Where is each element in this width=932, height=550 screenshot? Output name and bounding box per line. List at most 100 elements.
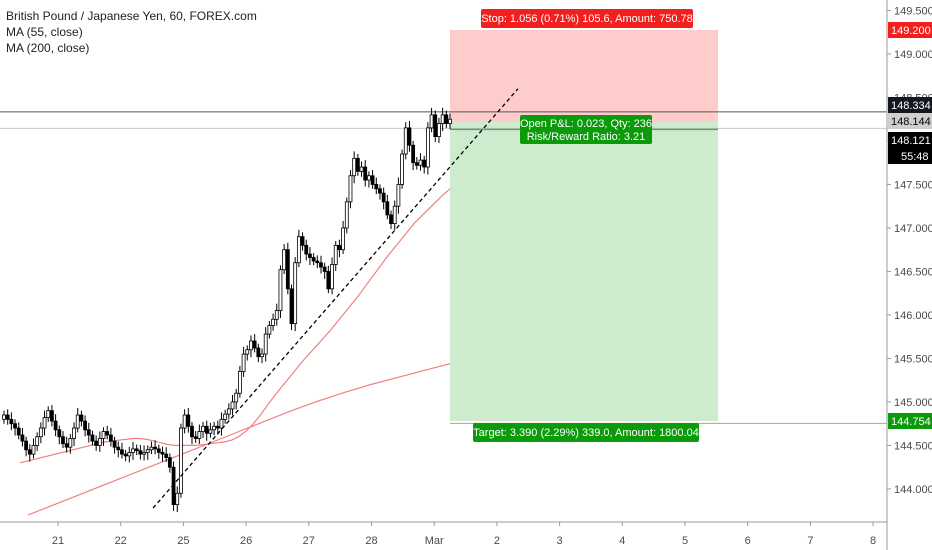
candle-body	[230, 401, 235, 410]
candle-body	[448, 118, 452, 124]
candle-body	[300, 236, 305, 246]
ma-55-line	[19, 188, 451, 464]
candle-body	[112, 440, 117, 448]
candle-body	[429, 114, 434, 129]
candle-body	[400, 153, 404, 185]
svg-text:144.754: 144.754	[891, 416, 931, 428]
price-badge-high: 148.334	[888, 97, 932, 113]
x-tick-label: 26	[240, 535, 252, 547]
candle-body	[271, 318, 275, 326]
candle-body	[212, 425, 216, 431]
svg-text:Target: 3.390 (2.29%) 339.0, A: Target: 3.390 (2.29%) 339.0, Amount: 180…	[473, 427, 699, 439]
candle-body	[20, 434, 25, 442]
time-axis[interactable]: 21 22 25 26 27 28 Mar 2 3 4 5 6 7 8	[52, 522, 876, 547]
price-badge-last: 148.121	[888, 132, 932, 148]
chart-legend: British Pound / Japanese Yen, 60, FOREX.…	[6, 8, 257, 56]
x-tick-label: 8	[870, 535, 876, 547]
candle-body	[86, 429, 91, 436]
candle-body	[367, 175, 371, 181]
x-tick-label: Mar	[425, 535, 444, 547]
stop-zone[interactable]	[450, 30, 718, 122]
candle-body	[38, 427, 43, 438]
candle-body	[68, 438, 73, 448]
svg-text:Stop: 1.056 (0.71%) 105.6, Amo: Stop: 1.056 (0.71%) 105.6, Amount: 750.7…	[481, 13, 693, 25]
candle-body	[204, 425, 209, 434]
countdown-badge: 55:48	[888, 148, 932, 164]
candle-body	[72, 427, 76, 439]
candle-body	[249, 340, 253, 351]
candle-body	[61, 436, 65, 445]
x-tick-label: 27	[303, 535, 315, 547]
candle-body	[330, 264, 334, 290]
x-tick-label: 28	[365, 535, 377, 547]
candle-body	[116, 446, 121, 451]
candle-body	[219, 418, 224, 429]
candle-body	[403, 127, 408, 155]
y-tick-label: 144.000	[894, 484, 932, 496]
candle-body	[120, 449, 124, 455]
candle-body	[238, 371, 242, 394]
candle-body	[190, 425, 194, 438]
x-tick-label: 25	[177, 535, 189, 547]
target-info-box[interactable]: Target: 3.390 (2.29%) 339.0, Amount: 180…	[473, 423, 699, 442]
candle-body	[134, 448, 139, 452]
candle-body	[193, 436, 198, 439]
y-tick-label: 145.000	[894, 397, 932, 409]
candle-body	[274, 310, 279, 320]
symbol-title[interactable]: British Pound / Japanese Yen, 60, FOREX.…	[6, 9, 257, 23]
target-zone[interactable]	[450, 122, 718, 421]
candle-body	[2, 414, 6, 420]
x-tick-label: 7	[807, 535, 813, 547]
candle-body	[201, 425, 205, 432]
candle-body	[35, 436, 40, 446]
candle-body	[175, 492, 180, 506]
candle-body	[370, 175, 375, 185]
candle-body	[304, 244, 309, 255]
candle-body	[260, 353, 264, 358]
ma-200-label[interactable]: MA (200, close)	[6, 41, 90, 55]
candle-body	[444, 114, 449, 124]
candle-body	[5, 414, 10, 420]
candle-body	[308, 253, 312, 258]
candle-body	[208, 429, 213, 434]
candlesticks	[2, 107, 452, 513]
candle-body	[223, 413, 228, 420]
svg-text:55:48: 55:48	[901, 151, 929, 163]
x-tick-label: 5	[682, 535, 688, 547]
candle-body	[156, 448, 161, 453]
svg-text:148.144: 148.144	[891, 116, 931, 128]
candle-body	[359, 166, 364, 172]
candle-body	[263, 333, 268, 355]
candle-body	[407, 127, 412, 146]
stop-info-box[interactable]: Stop: 1.056 (0.71%) 105.6, Amount: 750.7…	[481, 9, 693, 28]
candle-body	[53, 420, 58, 431]
candle-body	[97, 438, 102, 446]
pnl-info-box[interactable]: Open P&L: 0.023, Qty: 236 Risk/Reward Ra…	[520, 115, 652, 144]
candle-body	[363, 166, 368, 181]
y-tick-label: 149.000	[894, 49, 932, 61]
candle-body	[123, 453, 128, 457]
ma-55-label[interactable]: MA (55, close)	[6, 25, 83, 39]
candle-body	[293, 262, 298, 325]
candle-body	[234, 392, 239, 403]
candle-body	[440, 114, 445, 124]
trend-line[interactable]	[152, 88, 519, 509]
price-axis[interactable]: 144.000 144.500 145.000 145.500 146.000 146.5…	[887, 5, 932, 496]
candle-body	[24, 440, 29, 451]
candle-body	[182, 414, 187, 429]
candle-body	[422, 159, 427, 168]
candle-body	[396, 184, 401, 207]
candle-body	[341, 227, 346, 251]
candle-body	[153, 446, 158, 450]
candle-body	[333, 244, 338, 265]
candle-body	[285, 249, 290, 290]
candle-body	[42, 417, 47, 429]
candle-body	[348, 175, 353, 203]
candle-body	[64, 443, 69, 448]
moving-averages	[19, 188, 451, 516]
y-tick-label: 144.500	[894, 440, 932, 452]
candle-body	[374, 184, 379, 190]
candle-body	[142, 451, 146, 455]
candle-body	[289, 288, 294, 325]
